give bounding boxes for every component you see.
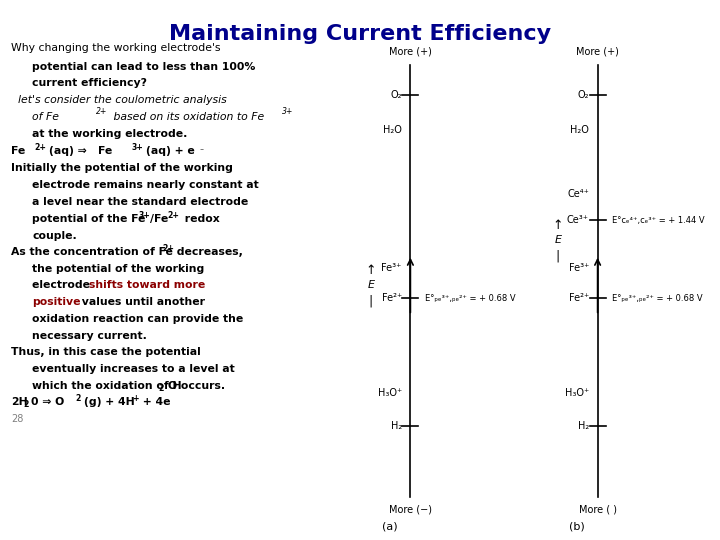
- Text: More (+): More (+): [576, 46, 619, 57]
- Text: H₃O⁺: H₃O⁺: [377, 388, 402, 398]
- Text: H₂O: H₂O: [570, 125, 589, 134]
- Text: positive: positive: [32, 297, 81, 307]
- Text: 2H: 2H: [11, 397, 27, 408]
- Text: 3+: 3+: [282, 107, 293, 117]
- Text: electrode remains nearly constant at: electrode remains nearly constant at: [32, 180, 259, 191]
- Text: 2: 2: [76, 394, 81, 403]
- Text: Ce³⁺: Ce³⁺: [567, 215, 589, 225]
- Text: Ce⁴⁺: Ce⁴⁺: [567, 190, 589, 199]
- Text: 2+: 2+: [96, 107, 107, 117]
- Text: electrode: electrode: [32, 280, 94, 291]
- Text: shifts toward more: shifts toward more: [89, 280, 204, 291]
- Text: O₂: O₂: [577, 90, 589, 100]
- Text: let's consider the coulometric analysis: let's consider the coulometric analysis: [18, 95, 227, 105]
- Text: (a): (a): [382, 521, 397, 531]
- Text: More ( ): More ( ): [579, 505, 616, 515]
- Text: |: |: [556, 249, 560, 262]
- Text: ↑: ↑: [553, 219, 563, 232]
- Text: Fe²⁺: Fe²⁺: [569, 293, 589, 303]
- Text: redox: redox: [181, 214, 220, 224]
- Text: More (−): More (−): [389, 505, 432, 515]
- Text: Maintaining Current Efficiency: Maintaining Current Efficiency: [169, 24, 551, 44]
- Text: More (+): More (+): [389, 46, 432, 57]
- Text: E: E: [367, 280, 374, 290]
- Text: H₃O⁺: H₃O⁺: [564, 388, 589, 398]
- Text: eventually increases to a level at: eventually increases to a level at: [32, 364, 235, 374]
- Text: E°ₚₑ³⁺,ₚₑ²⁺ = + 0.68 V: E°ₚₑ³⁺,ₚₑ²⁺ = + 0.68 V: [612, 294, 703, 302]
- Text: 28: 28: [11, 414, 23, 424]
- Text: oxidation reaction can provide the: oxidation reaction can provide the: [32, 314, 243, 325]
- Text: E°ᴄₑ⁴⁺,ᴄₑ³⁺ = + 1.44 V: E°ᴄₑ⁴⁺,ᴄₑ³⁺ = + 1.44 V: [612, 216, 705, 225]
- Text: (g) + 4H: (g) + 4H: [84, 397, 134, 408]
- Text: +: +: [132, 394, 138, 403]
- Text: 3+: 3+: [132, 143, 143, 152]
- Text: Why changing the working electrode's: Why changing the working electrode's: [11, 43, 220, 53]
- Text: of Fe: of Fe: [32, 112, 59, 122]
- Text: 2+: 2+: [168, 211, 180, 220]
- Text: a level near the standard electrode: a level near the standard electrode: [32, 197, 248, 207]
- Text: H₂O: H₂O: [383, 125, 402, 134]
- Text: + 4e: + 4e: [139, 397, 171, 408]
- Text: Fe³⁺: Fe³⁺: [382, 263, 402, 273]
- Text: which the oxidation of H: which the oxidation of H: [32, 381, 182, 391]
- Text: (aq) + e: (aq) + e: [146, 146, 195, 156]
- Text: Fe²⁺: Fe²⁺: [382, 293, 402, 303]
- Text: ↑: ↑: [366, 264, 376, 277]
- Text: 0 ⇒ O: 0 ⇒ O: [31, 397, 64, 408]
- Text: E: E: [554, 235, 562, 245]
- Text: (b): (b): [569, 521, 585, 531]
- Text: Thus, in this case the potential: Thus, in this case the potential: [11, 347, 201, 357]
- Text: H₂: H₂: [390, 421, 402, 430]
- Text: Fe: Fe: [11, 146, 25, 156]
- Text: O occurs.: O occurs.: [168, 381, 225, 391]
- Text: potential can lead to less than 100%: potential can lead to less than 100%: [32, 62, 256, 72]
- Text: the potential of the working: the potential of the working: [32, 264, 204, 274]
- Text: 2: 2: [24, 400, 29, 409]
- Text: E°ₚₑ³⁺,ₚₑ²⁺ = + 0.68 V: E°ₚₑ³⁺,ₚₑ²⁺ = + 0.68 V: [425, 294, 516, 302]
- Text: O₂: O₂: [390, 90, 402, 100]
- Text: based on its oxidation to Fe: based on its oxidation to Fe: [110, 112, 264, 122]
- Text: 2+: 2+: [162, 244, 174, 253]
- Text: decreases,: decreases,: [173, 247, 243, 257]
- Text: 2+: 2+: [35, 143, 47, 152]
- Text: Fe³⁺: Fe³⁺: [569, 263, 589, 273]
- Text: at the working electrode.: at the working electrode.: [32, 129, 188, 139]
- Text: H₂: H₂: [577, 421, 589, 430]
- Text: necessary current.: necessary current.: [32, 331, 148, 341]
- Text: 3+: 3+: [139, 211, 150, 220]
- Text: |: |: [369, 295, 373, 308]
- Text: Initially the potential of the working: Initially the potential of the working: [11, 163, 233, 173]
- Text: couple.: couple.: [32, 231, 77, 241]
- Text: potential of the Fe: potential of the Fe: [32, 214, 145, 224]
- Text: 2: 2: [158, 384, 163, 394]
- Text: current efficiency?: current efficiency?: [32, 78, 148, 88]
- Text: /Fe: /Fe: [150, 214, 168, 224]
- Text: As the concentration of Fe: As the concentration of Fe: [11, 247, 173, 257]
- Text: (aq) ⇒   Fe: (aq) ⇒ Fe: [49, 146, 112, 156]
- Text: ⁻: ⁻: [199, 146, 204, 155]
- Text: values until another: values until another: [78, 297, 204, 307]
